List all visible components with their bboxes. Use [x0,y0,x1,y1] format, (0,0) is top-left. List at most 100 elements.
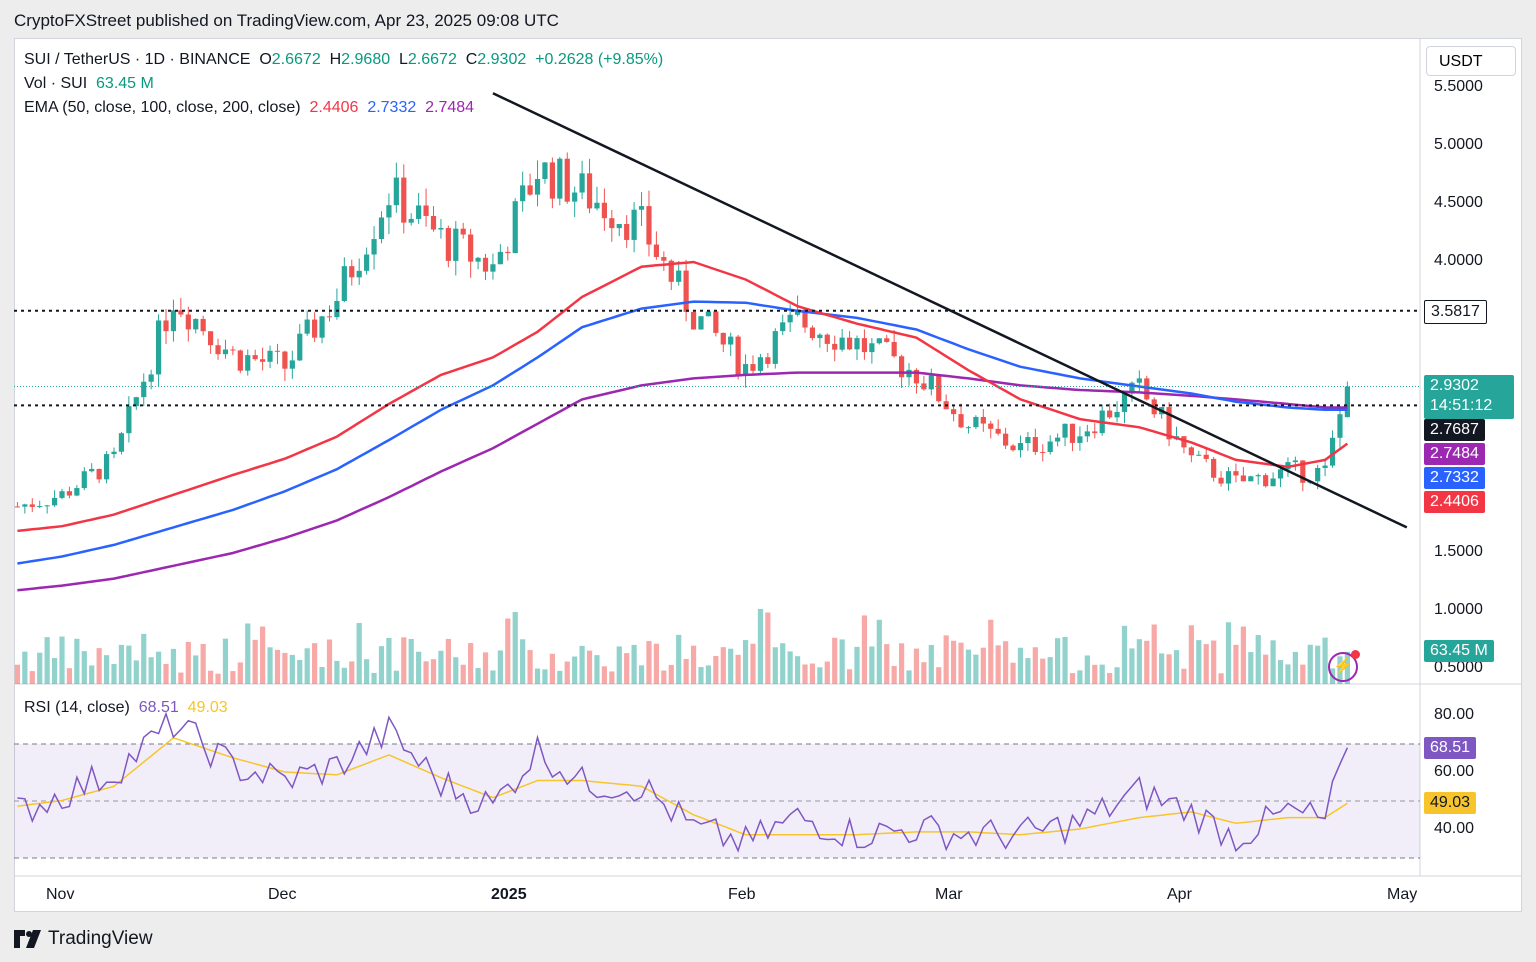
volume-bar [1166,654,1172,684]
volume-bar [1240,626,1246,684]
currency-button[interactable]: USDT [1426,46,1516,76]
candle-body [1025,437,1031,443]
candle-body [185,314,191,330]
volume-bar [252,639,258,684]
candle-body [1211,458,1217,478]
volume-bar [1003,641,1009,684]
candle-body [312,319,318,338]
volume-bar [416,651,422,684]
candle-body [178,310,184,315]
candle-body [698,316,704,330]
candle-body [802,309,808,328]
candle-body [1263,475,1269,487]
symbol-label[interactable]: SUI / TetherUS · 1D · BINANCE [24,51,251,68]
volume-bar [646,641,652,684]
candle-body [542,162,548,179]
ema-label: EMA (50, close, 100, close, 200, close) [24,99,301,116]
volume-bar [1159,653,1165,684]
volume-bar [720,647,726,684]
volume-bar [111,663,117,684]
candle-body [780,322,786,332]
volume-legend[interactable]: Vol · SUI 63.45 M [24,75,154,93]
close-label: C [465,51,478,68]
candle-body [59,491,65,498]
volume-bar [1099,664,1105,684]
volume-bar [884,644,890,684]
volume-bar [260,626,266,684]
close-value: 2.9302 [477,51,527,68]
candle-body [222,349,229,355]
volume-bar [1010,662,1016,684]
volume-bar [772,647,778,684]
volume-bar [274,649,281,684]
volume-bar [304,648,310,684]
volume-bar [96,648,102,684]
candle-body [364,254,370,271]
candle-body [304,319,310,334]
candle-body [534,178,541,195]
candle-body [601,202,607,219]
candle-body [624,223,630,240]
candle-body [148,374,154,382]
volume-bar [267,647,273,684]
candle-body [742,364,749,376]
candle-body [103,454,110,480]
candle-body [772,331,778,364]
time-tick: Nov [46,886,75,903]
rsi-tick: 80.00 [1434,706,1475,723]
candle-body [668,260,674,282]
volume-bar [1055,638,1061,684]
candle-body [995,428,1001,434]
candle-body [572,192,578,202]
rsi-legend[interactable]: RSI (14, close) 68.51 49.03 [24,699,228,717]
ema200-line [17,371,1348,592]
time-tick: Apr [1167,886,1192,903]
time-tick: 2025 [491,886,527,903]
volume-bar [557,670,563,684]
notification-dot [1351,650,1360,659]
ema100-line [17,300,1348,565]
price-tick: 4.0000 [1434,252,1483,269]
candle-body [676,270,682,282]
volume-bar [386,637,392,684]
flash-icon[interactable]: ⚡ [1328,650,1360,682]
candle-body [861,338,868,353]
candle-body [252,355,258,360]
volume-bar [118,644,125,684]
candle-body [549,162,555,199]
volume-bar [965,649,972,684]
volume-bar [29,671,35,684]
candle-body [430,215,437,230]
candle-body [14,506,21,508]
candle-body [1270,478,1276,487]
volume-bar [988,619,994,684]
candle-body [1129,382,1135,394]
candle-body [349,266,355,278]
volume-bar [1203,644,1209,684]
ema-legend[interactable]: EMA (50, close, 100, close, 200, close) … [24,99,474,117]
volume-bar [913,648,920,684]
candle-body [988,423,994,429]
candle-body [728,336,734,345]
volume-bar [1092,664,1098,684]
price-tick: 0.5000 [1434,659,1483,676]
volume-bar [676,634,682,684]
volume-bar [215,673,221,684]
vol-label: Vol · SUI [24,75,88,92]
volume-bar [51,658,58,684]
resistance-tag: 3.5817 [1424,300,1487,324]
candle-body [965,427,972,429]
candle-body [170,310,177,332]
rsi-lines [17,711,1349,853]
volume-bar [200,643,206,684]
candle-body [133,397,139,407]
volume-bar [1047,657,1053,684]
footer-brand[interactable]: TradingView [48,928,153,949]
candle-body [111,451,117,455]
candle-body [1248,476,1254,482]
time-tick: Dec [268,886,297,903]
volume-bar [1062,636,1068,684]
volume-bar [794,656,801,684]
candle-body [1032,437,1038,452]
